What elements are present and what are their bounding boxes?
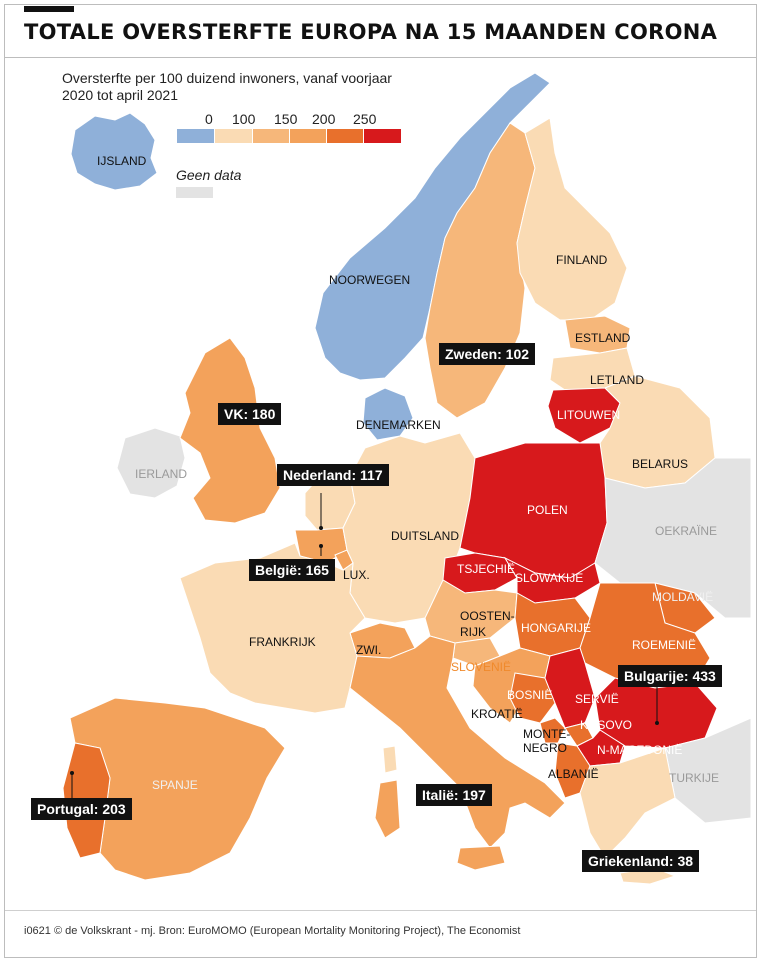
label-lux: LUX.	[343, 568, 370, 582]
label-oostenrijk-2: RIJK	[460, 625, 487, 639]
label-frankrijk: FRANKRIJK	[249, 635, 316, 649]
source-credit: i0621 © de Volkskrant - mj. Bron: EuroMO…	[24, 925, 521, 937]
label-letland: LETLAND	[590, 373, 645, 387]
callout-belgie: België: 165	[249, 559, 335, 581]
legend-tick-0: 0	[205, 111, 213, 127]
callout-bulgarije: Bulgarije: 433	[618, 665, 722, 687]
legend-tick-150: 150	[274, 111, 298, 127]
label-noorwegen: NOORWEGEN	[329, 273, 411, 287]
label-nmacedonie: N-MACEDONIË	[597, 743, 683, 757]
callout-nederland: Nederland: 117	[277, 464, 389, 486]
region-montenegro	[539, 717, 566, 744]
label-slowakije: SLOWAKIJE	[515, 571, 584, 585]
label-roemenie: ROEMENIË	[632, 638, 697, 652]
legend-swatch-150-200	[290, 129, 326, 143]
region-frankrijk	[179, 542, 366, 714]
legend-swatch-200-250	[327, 129, 363, 143]
legend-nodata-label: Geen data	[176, 167, 242, 183]
region-denemarken	[362, 387, 414, 441]
region-belarus	[599, 375, 716, 489]
label-polen: POLEN	[527, 503, 568, 517]
label-kosovo: KOSOVO	[580, 718, 633, 732]
region-sicilie	[456, 845, 506, 871]
nederland-dot	[319, 526, 323, 530]
label-spanje: SPANJE	[152, 778, 198, 792]
label-denemarken: DENEMARKEN	[356, 418, 441, 432]
callout-zweden: Zweden: 102	[439, 343, 536, 365]
region-slowakije	[503, 556, 601, 604]
label-litouwen: LITOUWEN	[557, 408, 621, 422]
label-ijsland: IJSLAND	[97, 154, 147, 168]
legend-swatch-below-0	[177, 129, 214, 143]
bulgarije-dot	[655, 721, 659, 725]
map-title: TOTALE OVERSTERFTE EUROPA NA 15 MAANDEN …	[24, 20, 718, 44]
label-moldavie: MOLDAVIË	[652, 590, 714, 604]
callout-portugal: Portugal: 203	[31, 798, 132, 820]
label-bosnie: BOSNIË	[507, 688, 553, 702]
label-montenegro-1: MONTE-	[523, 727, 571, 741]
region-italie	[349, 635, 566, 849]
legend-tick-100: 100	[232, 111, 256, 127]
label-finland: FINLAND	[556, 253, 608, 267]
label-kroatie: KROATIË	[471, 707, 523, 721]
callout-italie: Italië: 197	[416, 784, 492, 806]
label-belarus: BELARUS	[632, 457, 689, 471]
region-corsica	[382, 745, 398, 774]
region-finland	[516, 117, 628, 321]
legend-tick-250: 250	[353, 111, 377, 127]
region-vk	[179, 337, 281, 524]
region-noorwegen	[314, 72, 551, 381]
legend-swatch-100-150	[253, 129, 289, 143]
legend-nodata-swatch	[176, 187, 213, 198]
legend-tick-200: 200	[312, 111, 336, 127]
callout-vk: VK: 180	[218, 403, 282, 425]
legend-swatch-0-100	[215, 129, 252, 143]
label-estland: ESTLAND	[575, 331, 631, 345]
callout-griekenland: Griekenland: 38	[582, 850, 700, 872]
label-tsjechie: TSJECHIË	[457, 562, 516, 576]
label-ierland: IERLAND	[135, 467, 188, 481]
region-ijsland	[70, 112, 158, 191]
label-hongarije: HONGARIJE	[521, 621, 592, 635]
label-duitsland: DUITSLAND	[391, 529, 460, 543]
legend-swatch-above-250	[364, 129, 401, 143]
label-oekraine: OEKRAÏNE	[655, 524, 718, 538]
label-zwi: ZWI.	[356, 643, 382, 657]
region-bulgarije	[594, 677, 718, 749]
belgie-dot	[319, 544, 323, 548]
label-oostenrijk-1: OOSTEN-	[460, 609, 515, 623]
region-ierland	[116, 427, 186, 499]
label-albanie: ALBANIË	[548, 767, 599, 781]
label-servie: SERVIË	[575, 692, 619, 706]
credit-divider	[5, 910, 756, 911]
legend-title: Oversterfte per 100 duizend inwoners, va…	[62, 70, 392, 103]
label-turkije: TURKIJE	[669, 771, 720, 785]
portugal-dot	[70, 771, 74, 775]
title-divider	[5, 57, 756, 58]
region-griekenland	[579, 747, 676, 859]
region-sardinie	[374, 779, 401, 839]
title-accent-bar	[24, 6, 74, 12]
label-montenegro-2: NEGRO	[523, 741, 568, 755]
label-slovenie: SLOVENIË	[451, 660, 512, 674]
